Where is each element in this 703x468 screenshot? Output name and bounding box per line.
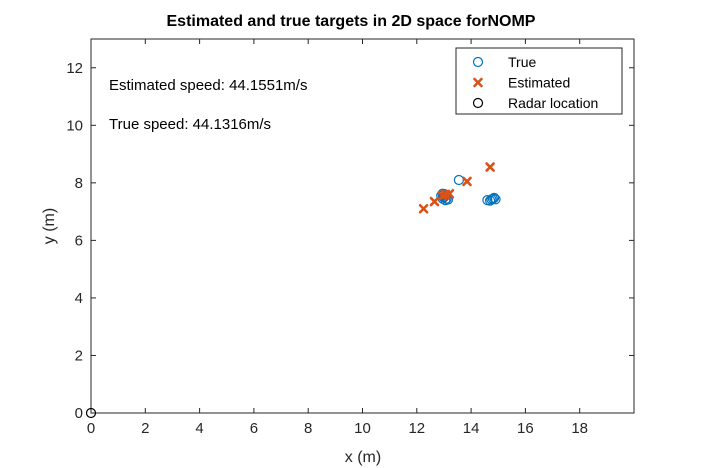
y-tick-label: 2 <box>75 347 83 364</box>
annotation-estimated-speed: Estimated speed: 44.1551m/s <box>109 77 307 94</box>
estimated-point <box>429 196 440 207</box>
chart-title: Estimated and true targets in 2D space f… <box>167 13 536 30</box>
true-point <box>489 192 500 203</box>
axis-tick-labels: 0 2 4 6 8 10 12 14 16 18 0 2 4 6 8 10 12 <box>66 60 588 437</box>
legend-marker-true <box>472 56 484 68</box>
annotation-true-speed: True speed: 44.1316m/s <box>109 116 271 133</box>
x-tick-label: 12 <box>408 420 425 437</box>
true-point <box>490 194 501 205</box>
x-tick-label: 10 <box>354 420 371 437</box>
x-tick-label: 18 <box>571 420 588 437</box>
x-tick-label: 2 <box>141 420 149 437</box>
x-tick-label: 8 <box>304 420 312 437</box>
x-tick-label: 0 <box>87 420 95 437</box>
y-tick-label: 4 <box>75 290 83 307</box>
x-tick-label: 14 <box>463 420 480 437</box>
estimated-point <box>462 176 472 187</box>
data-points <box>85 162 501 419</box>
y-tick-label: 8 <box>75 175 83 192</box>
radar-location-point <box>85 407 97 419</box>
y-axis-label: y (m) <box>41 208 58 244</box>
y-tick-label: 0 <box>75 405 83 422</box>
x-tick-label: 6 <box>250 420 258 437</box>
estimated-point <box>418 203 429 214</box>
legend-label-true: True <box>508 54 536 70</box>
y-tick-label: 12 <box>66 60 83 77</box>
legend-label-estimated: Estimated <box>508 75 570 91</box>
x-tick-label: 16 <box>517 420 534 437</box>
legend-marker-estimated <box>473 77 483 88</box>
legend-label-radar-location: Radar location <box>508 95 598 111</box>
true-point <box>453 174 464 186</box>
legend-box <box>455 47 623 115</box>
legend-marker-radar-location <box>472 97 484 109</box>
estimated-point <box>444 188 455 199</box>
y-tick-label: 6 <box>75 232 83 249</box>
y-tick-label: 10 <box>66 117 83 134</box>
x-tick-label: 4 <box>195 420 203 437</box>
estimated-point <box>485 162 495 172</box>
legend: True Estimated Radar location <box>455 47 623 115</box>
true-point <box>486 194 497 205</box>
x-axis-label: x (m) <box>345 449 381 466</box>
